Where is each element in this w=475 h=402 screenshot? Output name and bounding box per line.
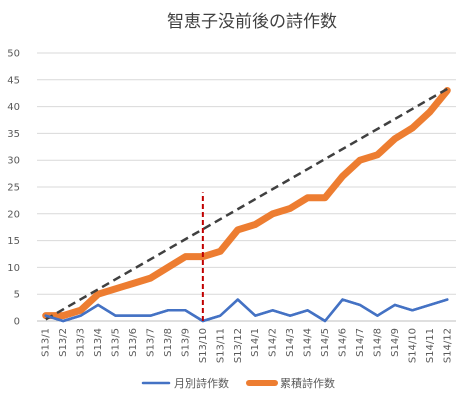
y-tick-label: 10	[7, 263, 20, 274]
x-tick-label: S13/2	[58, 328, 69, 357]
y-tick-label: 0	[14, 317, 20, 328]
x-tick-label: S13/8	[163, 328, 174, 357]
x-tick-label: S13/9	[180, 328, 191, 357]
y-tick-label: 45	[7, 75, 20, 86]
x-tick-label: S14/9	[390, 328, 401, 357]
x-tick-label: S14/3	[285, 328, 296, 357]
x-tick-label: S14/7	[355, 328, 366, 357]
x-tick-label: S14/11	[425, 328, 436, 363]
legend-label: 月別詩作数	[174, 377, 229, 390]
x-tick-label: S13/3	[76, 328, 87, 357]
x-tick-label: S14/4	[303, 328, 314, 357]
legend-item-cumulative: 累積詩作数	[246, 376, 335, 390]
gridlines	[37, 52, 456, 322]
x-tick-label: S13/7	[145, 328, 156, 357]
x-tick-label: S14/2	[268, 328, 279, 357]
y-tick-label: 30	[7, 156, 20, 167]
x-tick-label: S13/6	[128, 328, 139, 357]
x-tick-label: S13/10	[198, 328, 209, 363]
trendline	[45, 87, 448, 321]
x-tick-label: S13/5	[111, 328, 122, 357]
y-tick-label: 15	[7, 236, 20, 247]
x-tick-label: S14/8	[372, 328, 383, 357]
x-tick-label: S13/4	[93, 328, 104, 357]
x-tick-label: S14/6	[338, 328, 349, 357]
y-tick-label: 5	[14, 290, 20, 301]
x-tick-label: S13/11	[215, 328, 226, 363]
x-tick-label: S14/1	[250, 328, 261, 357]
series-lines	[42, 87, 451, 323]
x-tick-label: S14/12	[442, 328, 453, 363]
chart-title: 智恵子没前後の詩作数	[167, 12, 337, 32]
y-tick-label: 50	[7, 49, 20, 60]
y-tick-label: 35	[7, 129, 20, 140]
y-tick-label: 25	[7, 183, 20, 194]
series-line-cumulative	[42, 87, 451, 320]
trendline-path	[45, 87, 448, 321]
y-tick-label: 40	[7, 102, 20, 113]
series-line-monthly-top	[44, 298, 449, 323]
y-tick-label: 20	[7, 209, 20, 220]
y-axis: 0 5 10 15 20 25 30 35 40 45 50	[7, 49, 20, 328]
legend: 月別詩作数 累積詩作数	[141, 376, 335, 390]
x-tick-label: S14/5	[320, 328, 331, 357]
legend-item-monthly: 月別詩作数	[141, 377, 229, 390]
x-axis: S13/1 S13/2 S13/3 S13/4 S13/5 S13/6 S13/7 S13/8…	[37, 320, 456, 363]
x-tick-label: S14/10	[407, 328, 418, 363]
x-tick-label: S13/12	[233, 328, 244, 363]
x-tick-label: S13/1	[41, 328, 52, 357]
legend-label: 累積詩作数	[280, 376, 335, 390]
